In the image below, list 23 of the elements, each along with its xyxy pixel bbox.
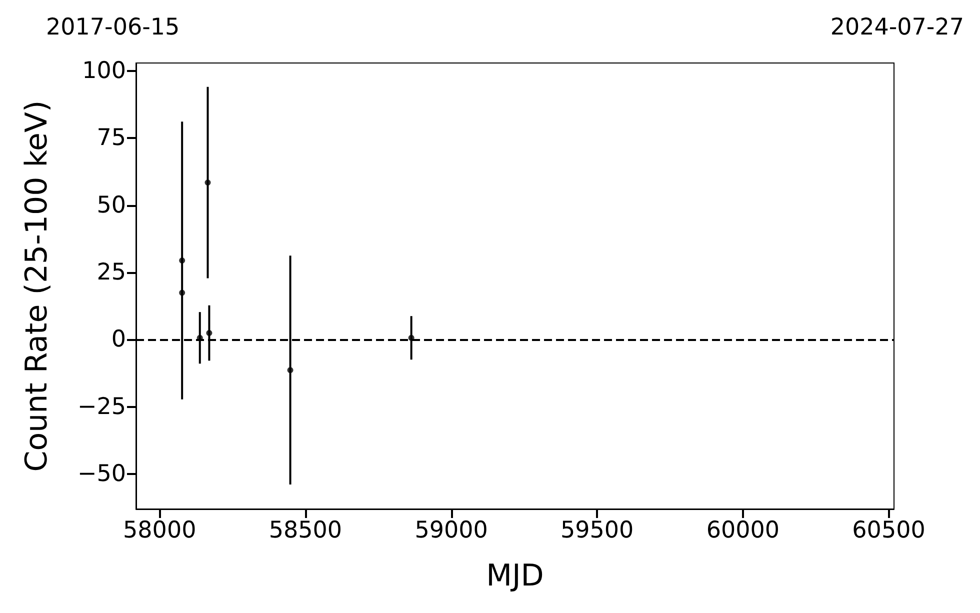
text: 2017-06-15 — [46, 14, 180, 40]
y-tick-label: 100 — [82, 58, 126, 84]
y-tick-label: −25 — [77, 394, 126, 420]
point — [179, 257, 186, 264]
y-tick-label: −50 — [77, 461, 126, 488]
x-tick-label: 58000 — [123, 518, 196, 544]
point — [287, 367, 294, 374]
point — [206, 330, 212, 336]
x-tick-label: 60000 — [706, 518, 780, 544]
x-tick-label: 59000 — [414, 518, 488, 544]
point — [204, 180, 211, 186]
x-tick-label: 58500 — [268, 518, 342, 544]
x-tick-label: 59500 — [560, 518, 634, 544]
y-tick-label: 25 — [96, 260, 126, 286]
y-tick-label: 75 — [96, 125, 126, 152]
point — [408, 334, 414, 341]
x-tick-label: 60500 — [852, 518, 926, 544]
y-tick-label: 50 — [96, 192, 126, 218]
point — [179, 290, 186, 296]
text: 2024-07-27 — [830, 14, 964, 40]
x-axis-title: MJD — [486, 558, 544, 594]
y-tick-label: 0 — [111, 326, 126, 353]
y-axis-title: Count Rate (25-100 keV) — [20, 100, 54, 472]
